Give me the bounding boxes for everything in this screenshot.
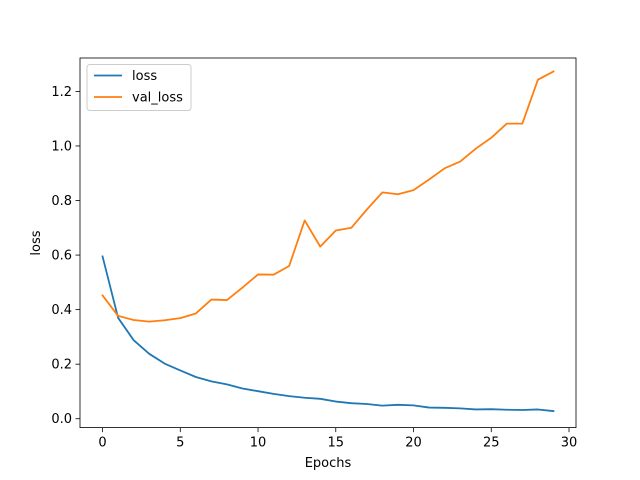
- series-line-val-loss: [101, 70, 555, 323]
- axes-layer: [79, 57, 577, 429]
- x-tick-label: 30: [561, 436, 578, 451]
- y-tick-label: 0.4: [51, 303, 72, 318]
- y-axis-ticks: 0.0 0.2 0.4 0.6 0.8 1.0 1.2: [51, 85, 80, 427]
- x-axis-label: Epochs: [305, 456, 352, 471]
- x-tick-label: 25: [483, 436, 500, 451]
- legend-label-loss: loss: [132, 69, 157, 84]
- x-tick-label: 15: [328, 436, 345, 451]
- y-tick-label: 0.2: [51, 358, 72, 373]
- x-axis-ticks: 0 5 10 15 20 25 30: [98, 427, 578, 451]
- series-line-loss: [101, 255, 555, 413]
- y-tick-label: 0.6: [51, 249, 72, 264]
- plot-area: [80, 58, 576, 428]
- plot-background: [80, 58, 576, 428]
- series-layer: [101, 70, 555, 413]
- y-tick-label: 1.2: [51, 85, 72, 100]
- y-tick-label: 0.0: [51, 412, 72, 427]
- y-tick-label: 1.0: [51, 139, 72, 154]
- x-tick-label: 10: [250, 436, 267, 451]
- x-tick-label: 5: [176, 436, 184, 451]
- y-tick-label: 0.8: [51, 194, 72, 209]
- x-tick-label: 0: [98, 436, 106, 451]
- x-tick-label: 20: [405, 436, 422, 451]
- y-axis-label: loss: [29, 230, 44, 255]
- legend: loss val_loss: [86, 64, 192, 111]
- legend-label-val-loss: val_loss: [132, 91, 183, 106]
- axes-frame: [79, 57, 577, 429]
